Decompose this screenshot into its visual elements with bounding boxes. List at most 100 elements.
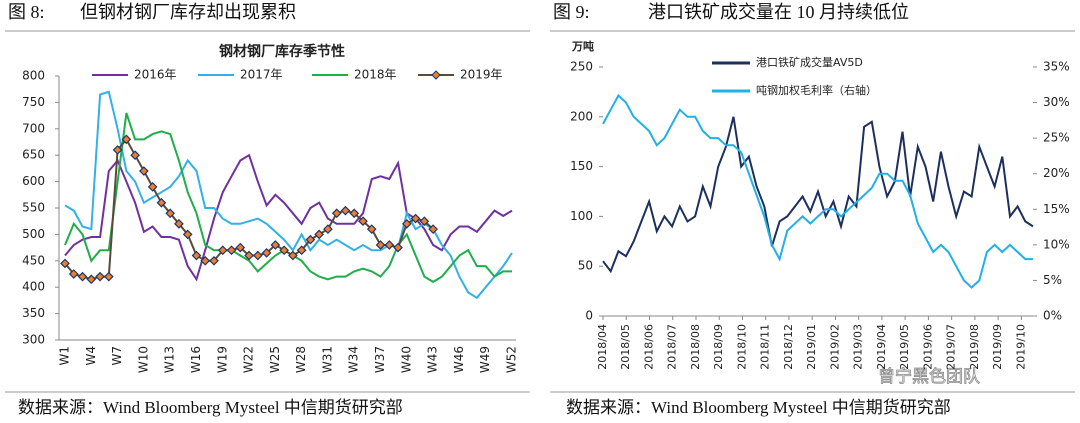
marker — [279, 245, 289, 256]
x-tick-label: W19 — [215, 346, 229, 373]
y2-tick-label: 0% — [1043, 309, 1062, 323]
x-tick-label: W34 — [347, 346, 361, 373]
y-tick-label: 50 — [578, 259, 593, 273]
legend-label: 吨钢加权毛利率（右轴） — [756, 83, 877, 97]
y2-tick-label: 35% — [1043, 60, 1070, 74]
marker — [296, 245, 307, 256]
y-tick-label: 400 — [22, 280, 45, 294]
marker — [358, 216, 368, 227]
x-tick-label: 2019/03 — [852, 324, 865, 370]
y-tick-label: 300 — [22, 333, 45, 347]
marker — [428, 224, 438, 234]
x-tick-label: W13 — [163, 346, 177, 373]
y-tick-label: 250 — [570, 60, 593, 74]
marker — [314, 229, 325, 240]
marker — [191, 250, 202, 261]
y-tick-label: 700 — [22, 121, 45, 135]
legend-label: 2017年 — [240, 68, 283, 82]
legend-marker — [431, 70, 441, 80]
legend-label: 2016年 — [134, 68, 177, 82]
marker — [393, 242, 403, 253]
x-tick-label: 2018/07 — [666, 324, 679, 370]
x-tick-label: 2019/04 — [875, 324, 888, 370]
x-tick-label: W46 — [452, 346, 466, 373]
series-line — [64, 90, 513, 300]
x-tick-label: W28 — [294, 346, 308, 373]
x-tick-label: 2019/10 — [1014, 324, 1027, 370]
y-tick-label: 750 — [22, 95, 45, 109]
x-tick-label: W25 — [268, 346, 282, 373]
x-tick-label: 2018/08 — [689, 324, 702, 370]
marker — [165, 208, 176, 219]
x-tick-label: 2019/09 — [991, 324, 1004, 370]
watermark: 曾宁黑色团队 — [878, 367, 980, 387]
x-tick-label: 2019/05 — [898, 324, 911, 370]
figure-heading: 港口铁矿成交量在 10 月持续低位 — [648, 2, 909, 22]
marker — [200, 255, 211, 266]
x-tick-label: 2018/09 — [712, 324, 725, 370]
y2-tick-label: 25% — [1043, 131, 1070, 145]
x-tick-label: 2018/11 — [759, 324, 772, 370]
marker — [95, 271, 105, 282]
x-tick-label: W40 — [399, 346, 413, 373]
marker — [147, 182, 158, 192]
x-tick-label: W16 — [189, 346, 203, 373]
x-tick-label: 2019/08 — [968, 324, 981, 370]
y-tick-label: 450 — [22, 253, 45, 267]
y-axis-label: 万吨 — [571, 39, 594, 53]
legend-label: 2019年 — [460, 68, 503, 82]
figure-heading: 但钢材钢厂库存却出现累积 — [80, 2, 296, 22]
marker — [174, 218, 184, 229]
marker — [410, 213, 421, 224]
marker — [217, 245, 228, 256]
x-tick-label: 2019/01 — [805, 324, 818, 370]
y-tick-label: 550 — [22, 201, 45, 215]
marker — [340, 205, 351, 216]
source: 数据来源：Wind Bloomberg Mysteel 中信期货研究部 — [566, 398, 951, 417]
legend-label: 2018年 — [354, 68, 397, 82]
marker — [288, 250, 298, 261]
x-tick-label: W43 — [426, 346, 440, 373]
marker — [103, 271, 114, 282]
marker — [130, 150, 140, 161]
marker — [375, 240, 386, 250]
y-tick-label: 200 — [570, 109, 593, 123]
source: 数据来源：Wind Bloomberg Mysteel 中信期货研究部 — [18, 398, 403, 417]
marker — [261, 248, 272, 258]
series-line — [602, 93, 1033, 289]
marker — [68, 269, 79, 279]
series-line — [64, 153, 513, 282]
marker — [366, 224, 377, 234]
marker — [384, 240, 395, 250]
x-tick-label: W31 — [320, 346, 334, 373]
x-tick-label: W37 — [373, 346, 387, 373]
marker — [86, 274, 97, 285]
figure-number: 图 9: — [553, 2, 590, 22]
marker — [121, 134, 132, 145]
marker — [60, 258, 70, 269]
marker — [226, 245, 237, 256]
x-tick-label: 2018/12 — [782, 324, 795, 370]
x-tick-label: 2019/07 — [945, 324, 958, 370]
y2-tick-label: 20% — [1043, 166, 1070, 180]
x-tick-label: W22 — [242, 346, 256, 373]
marker — [323, 224, 333, 234]
x-tick-label: W52 — [505, 346, 519, 373]
y-tick-label: 650 — [22, 148, 45, 162]
marker — [349, 208, 360, 219]
y-tick-label: 800 — [22, 69, 45, 83]
x-tick-label: W7 — [110, 346, 124, 366]
marker — [139, 166, 149, 176]
y-tick-label: 0 — [585, 309, 593, 323]
x-tick-label: 2018/04 — [596, 324, 609, 370]
marker — [77, 271, 88, 282]
marker — [112, 145, 123, 155]
marker — [419, 216, 430, 227]
x-tick-label: W10 — [136, 346, 150, 373]
y-tick-label: 350 — [22, 306, 45, 320]
marker — [182, 229, 193, 240]
x-tick-label: 2019/02 — [828, 324, 841, 370]
marker — [331, 208, 342, 219]
y2-tick-label: 5% — [1043, 273, 1062, 287]
